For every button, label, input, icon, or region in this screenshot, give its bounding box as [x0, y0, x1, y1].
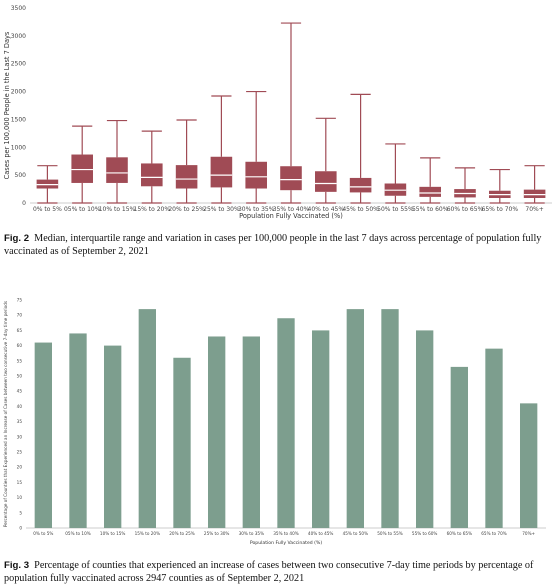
- iqr-box: [175, 165, 198, 189]
- x-tick-label: 50% to 55%: [377, 531, 403, 536]
- figure-3-caption: Fig. 3 Percentage of counties that exper…: [4, 560, 556, 585]
- bar: [277, 318, 295, 528]
- bar: [208, 336, 226, 528]
- iqr-box: [349, 177, 372, 193]
- x-tick-label: 65% to 70%: [482, 206, 519, 213]
- x-tick-label: 20% to 25%: [168, 206, 205, 213]
- bar: [104, 345, 122, 528]
- y-tick-label: 65: [17, 328, 23, 333]
- x-tick-label: 15% to 20%: [135, 531, 161, 536]
- y-tick-label: 2500: [11, 61, 26, 68]
- iqr-box: [419, 186, 441, 197]
- bar-svg: 0 5 10 15 20 25 30 35 40 45 50 55 60 65 70 75 Percentage…: [3, 298, 546, 546]
- x-tick-label: 0% to 5%: [33, 531, 53, 536]
- x-tick-label: 25% to 30%: [204, 531, 230, 536]
- bar: [520, 403, 538, 528]
- bar: [312, 330, 330, 528]
- bar: [69, 333, 87, 528]
- x-tick-label: 20% to 25%: [169, 531, 195, 536]
- y-tick-label: 70: [17, 313, 23, 318]
- y-tick-label: 25: [17, 450, 23, 455]
- x-tick-label: 35% to 40%: [273, 206, 310, 213]
- figure-2-text: Median, interquartile range and variatio…: [4, 233, 542, 257]
- x-tick-label: 15% to 20%: [134, 206, 171, 213]
- x-tick-label: 10% to 15%: [100, 531, 126, 536]
- y-tick-label: 0: [19, 526, 22, 531]
- bar: [381, 309, 399, 528]
- x-tick-label: 70%+: [525, 206, 543, 213]
- x-axis-label: Population Fully Vaccinated (%): [239, 212, 343, 220]
- y-tick-label: 20: [17, 465, 23, 470]
- iqr-box: [523, 189, 546, 198]
- y-tick-label: 500: [15, 172, 27, 179]
- bar: [450, 366, 468, 528]
- x-tick-label: 50% to 55%: [377, 206, 414, 213]
- x-tick-label: 30% to 35%: [238, 206, 275, 213]
- y-tick-label: 3000: [11, 33, 26, 40]
- y-axis-label: Percentage of Counties that Experienced …: [3, 301, 8, 527]
- bar: [173, 357, 191, 528]
- y-tick-label: 30: [17, 434, 23, 439]
- bar: [242, 336, 260, 528]
- y-tick-label: 60: [17, 343, 23, 348]
- y-tick-label: 35: [17, 419, 23, 424]
- x-tick-label: 65% to 70%: [481, 531, 507, 536]
- y-tick-label: 55: [17, 358, 23, 363]
- bar: [34, 342, 52, 528]
- x-tick-label: 10% to 15%: [99, 206, 136, 213]
- x-tick-label: 25% to 30%: [203, 206, 240, 213]
- iqr-box: [71, 154, 93, 183]
- x-tick-label: 70%+: [522, 531, 535, 536]
- x-tick-label: 35% to 40%: [273, 531, 299, 536]
- x-tick-label: 45% to 50%: [342, 206, 379, 213]
- iqr-box: [141, 163, 163, 187]
- y-tick-label: 50: [17, 374, 23, 379]
- iqr-box: [106, 157, 128, 183]
- x-tick-label: 55% to 60%: [412, 531, 438, 536]
- y-tick-label: 2000: [11, 89, 26, 96]
- bar: [416, 330, 434, 528]
- x-axis-label: Population Fully Vaccinated (%): [250, 540, 322, 546]
- bar: [138, 309, 156, 528]
- y-tick-label: 10: [17, 495, 23, 500]
- y-tick-label: 45: [17, 389, 23, 394]
- x-tick-label: 45% to 50%: [343, 531, 369, 536]
- bar-chart: 0 5 10 15 20 25 30 35 40 45 50 55 60 65 70 75 Percentage…: [0, 292, 560, 550]
- y-tick-label: 75: [17, 298, 23, 303]
- figure-2-label: Fig. 2: [4, 233, 30, 244]
- x-tick-label: 40% to 45%: [308, 531, 334, 536]
- x-tick-label: 05% to 10%: [64, 206, 101, 213]
- y-tick-label: 5: [19, 510, 22, 515]
- iqr-box: [210, 156, 233, 188]
- x-tick-label: 55% to 60%: [412, 206, 449, 213]
- x-tick-label: 0% to 5%: [33, 206, 62, 213]
- bar: [346, 309, 364, 528]
- y-tick-label: 1500: [11, 116, 26, 123]
- iqr-box: [280, 166, 302, 191]
- bar: [485, 348, 503, 528]
- x-tick-label: 05% to 10%: [65, 531, 91, 536]
- boxplot-svg: 0 500 1000 1500 2000 2500 3000 3500 Cases per 10…: [3, 5, 552, 220]
- figure-2-caption: Fig. 2 Median, interquartile range and v…: [4, 233, 556, 258]
- x-tick-label: 60% to 65%: [447, 206, 484, 213]
- y-tick-label: 3500: [11, 5, 26, 12]
- y-axis-label: Cases per 100,000 People in the Last 7 D…: [3, 31, 11, 179]
- y-tick-label: 40: [17, 404, 23, 409]
- x-tick-label: 40% to 45%: [308, 206, 345, 213]
- y-tick-label: 0: [22, 200, 26, 207]
- boxplot-chart: 0 500 1000 1500 2000 2500 3000 3500 Cases per 10…: [0, 0, 560, 222]
- iqr-box: [245, 161, 267, 189]
- x-tick-label: 60% to 65%: [447, 531, 473, 536]
- y-tick-label: 15: [17, 480, 23, 485]
- x-tick-label: 30% to 35%: [239, 531, 265, 536]
- y-tick-label: 1000: [11, 144, 26, 151]
- figure-3-text: Percentage of counties that experienced …: [4, 560, 534, 584]
- iqr-box: [315, 171, 337, 192]
- figure-3-label: Fig. 3: [4, 560, 30, 571]
